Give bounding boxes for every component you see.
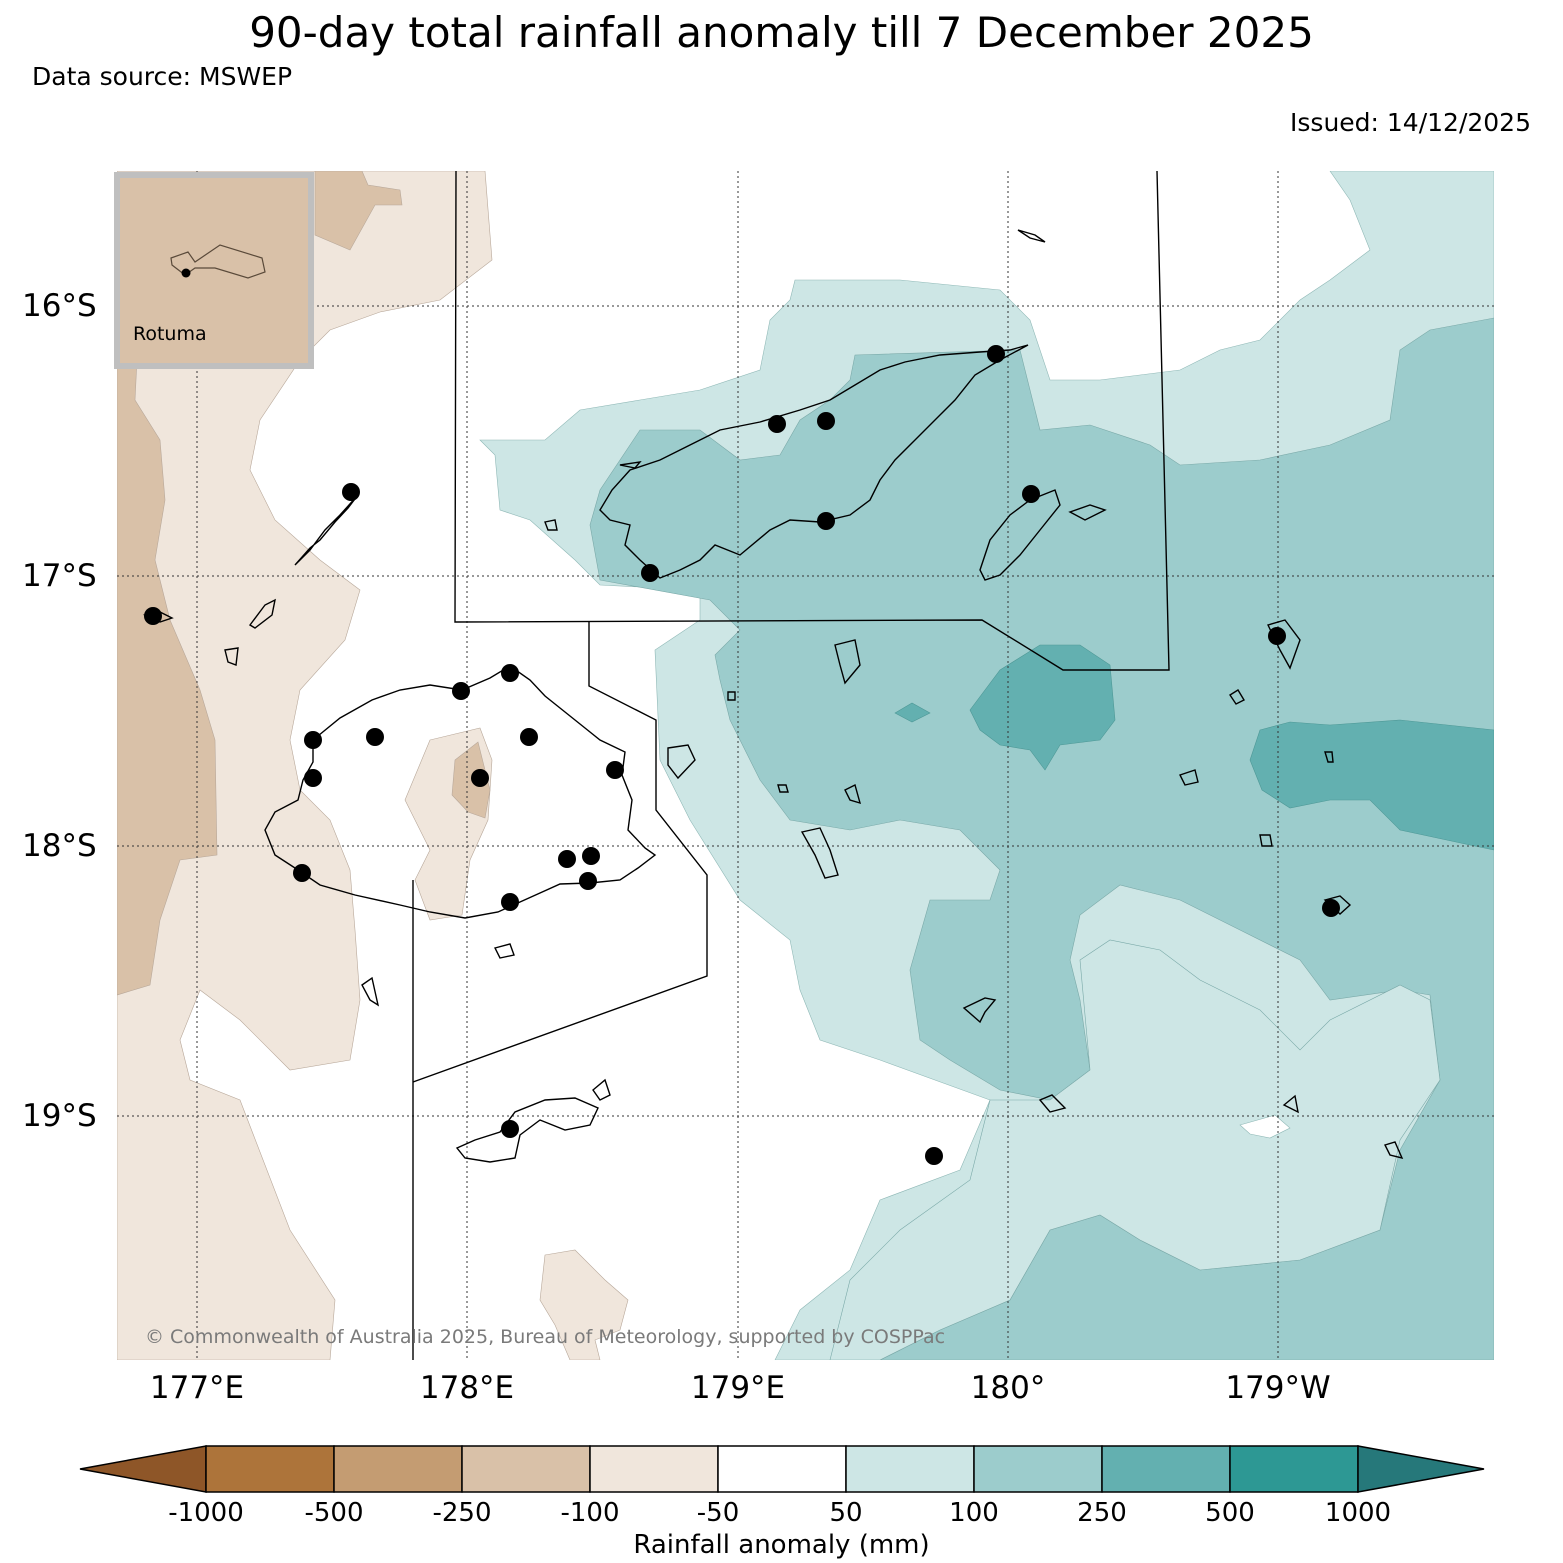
gridlines bbox=[117, 171, 1494, 1360]
anomaly-region-dry-medium-patch bbox=[451, 741, 491, 819]
station-dot bbox=[501, 893, 519, 911]
station-dot bbox=[606, 761, 624, 779]
station-dot bbox=[366, 728, 384, 746]
anomaly-region-dry-medium-west bbox=[117, 359, 218, 996]
colorbar-tick: -500 bbox=[304, 1498, 364, 1528]
station-dot bbox=[144, 607, 162, 625]
colorbar-arrow-high bbox=[1357, 1445, 1485, 1493]
colorbar-bin bbox=[205, 1445, 335, 1493]
colorbar-tick: -50 bbox=[696, 1498, 740, 1528]
anomaly-region-wet-strong-center bbox=[969, 644, 1116, 771]
colorbar-bin bbox=[973, 1445, 1103, 1493]
map-title: 90-day total rainfall anomaly till 7 Dec… bbox=[249, 8, 1314, 57]
division-boundaries bbox=[412, 171, 1170, 1360]
colorbar-bin bbox=[1101, 1445, 1231, 1493]
station-dot bbox=[304, 769, 322, 787]
island-viti-levu bbox=[264, 665, 657, 919]
station-dot bbox=[501, 1120, 519, 1138]
inset-label-rotuma: Rotuma bbox=[133, 323, 207, 345]
colorbar-arrow-low bbox=[79, 1445, 207, 1493]
station-dot bbox=[582, 847, 600, 865]
station-dot bbox=[520, 728, 538, 746]
data-source-label: Data source: MSWEP bbox=[32, 62, 293, 91]
lon-label-178e: 178°E bbox=[419, 1370, 515, 1406]
colorbar-tick: 50 bbox=[829, 1498, 863, 1528]
lat-label-19s: 19°S bbox=[22, 1098, 97, 1134]
colorbar-tick: 1000 bbox=[1324, 1498, 1392, 1528]
station-dot bbox=[817, 412, 835, 430]
anomaly-region-dry-light bbox=[117, 171, 493, 1360]
station-dot bbox=[558, 850, 576, 868]
lon-label-179w: 179°W bbox=[1225, 1370, 1331, 1406]
lat-label-16s: 16°S bbox=[22, 288, 97, 324]
colorbar-bin bbox=[333, 1445, 463, 1493]
anomaly-region-dry-south bbox=[539, 1249, 629, 1360]
lon-label-180: 180° bbox=[970, 1370, 1046, 1406]
lon-label-177e: 177°E bbox=[149, 1370, 245, 1406]
lon-label-179e: 179°E bbox=[690, 1370, 786, 1406]
station-dot bbox=[501, 664, 519, 682]
island-taveuni bbox=[979, 489, 1061, 581]
rotuma-inset bbox=[114, 172, 314, 369]
issued-date-label: Issued: 14/12/2025 bbox=[1290, 108, 1531, 137]
colorbar-tick: -1000 bbox=[168, 1498, 244, 1528]
station-dot bbox=[452, 682, 470, 700]
colorbar-tick: 100 bbox=[949, 1498, 999, 1528]
colorbar-title: Rainfall anomaly (mm) bbox=[633, 1530, 930, 1560]
colorbar bbox=[79, 1445, 1485, 1493]
colorbar-tick: 500 bbox=[1205, 1498, 1255, 1528]
lat-label-17s: 17°S bbox=[22, 558, 97, 594]
colorbar-tick: -250 bbox=[432, 1498, 492, 1528]
copyright-notice: © Commonwealth of Australia 2025, Bureau… bbox=[145, 1326, 946, 1348]
colorbar-tick: 250 bbox=[1077, 1498, 1127, 1528]
station-dot bbox=[987, 345, 1005, 363]
anomaly-region-white-hole bbox=[829, 939, 1441, 1360]
island-vanua-levu bbox=[599, 344, 1029, 579]
lat-label-18s: 18°S bbox=[22, 828, 97, 864]
anomaly-region-wet-strong-east bbox=[1249, 719, 1494, 851]
station-dot bbox=[1022, 485, 1040, 503]
station-dot bbox=[293, 864, 311, 882]
anomaly-region-wet-strong-small bbox=[894, 702, 931, 723]
station-dot bbox=[304, 731, 322, 749]
station-dot bbox=[817, 512, 835, 530]
station-dot bbox=[641, 564, 659, 582]
station-dot bbox=[342, 483, 360, 501]
station-dot bbox=[1268, 627, 1286, 645]
colorbar-bin bbox=[1229, 1445, 1359, 1493]
colorbar-bin bbox=[717, 1445, 847, 1493]
anomaly-region-wet-medium bbox=[589, 317, 1494, 1360]
anomaly-region-dry-medium bbox=[117, 171, 403, 251]
colorbar-tick: -100 bbox=[560, 1498, 620, 1528]
colorbar-bin bbox=[845, 1445, 975, 1493]
station-dot bbox=[471, 769, 489, 787]
colorbar-bin bbox=[461, 1445, 591, 1493]
colorbar-bin bbox=[589, 1445, 719, 1493]
station-dot bbox=[1322, 899, 1340, 917]
station-dot bbox=[925, 1147, 943, 1165]
station-dot bbox=[768, 415, 786, 433]
station-dot bbox=[579, 872, 597, 890]
station-markers bbox=[144, 345, 1340, 1165]
